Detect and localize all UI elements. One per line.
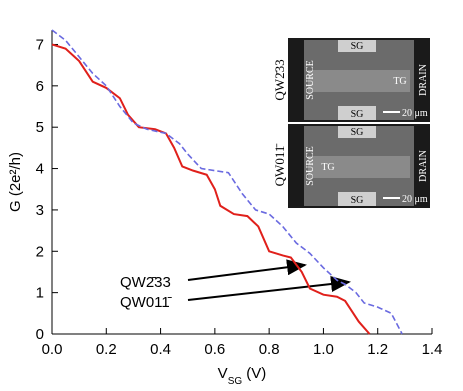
y-tick-label: 1 [36,285,44,302]
x-tick-label: 0.0 [42,341,63,358]
y-tick-label: 4 [36,161,44,178]
y-tick-label: 6 [36,78,44,95]
y-tick-label: 0 [36,326,44,343]
y-tick-label: 2 [36,243,44,260]
x-tick-label: 0.4 [150,341,171,358]
inset-label: SG [351,127,364,138]
x-axis-label: VSG (V) [218,365,267,386]
inset-label: TG [321,162,334,173]
inset-label: 20 μm [402,108,428,119]
x-tick-label: 1.2 [367,341,388,358]
series-label: QW011̄ [120,294,172,311]
gate-pad [338,106,376,120]
inset-label: TG [393,76,406,87]
gate-pad [338,126,376,138]
y-tick-label: 3 [36,202,44,219]
inset-label: DRAIN [418,150,429,182]
mesa [308,156,410,178]
x-axis-label-part: V [218,365,228,382]
series-line [51,29,403,335]
inset-label: SOURCE [305,60,316,99]
x-tick-label: 1.0 [313,341,334,358]
inset-label: 20 μm [402,194,428,205]
x-tick-label: 0.2 [96,341,117,358]
x-tick-label: 1.4 [422,341,443,358]
mesa [308,70,410,92]
arrow [187,276,351,301]
inset-label: SOURCE [305,146,316,185]
inset-tag: QW2̄33 [272,59,287,100]
inset-label: SG [351,109,364,120]
series-line [51,43,371,335]
y-tick-label: 7 [36,36,44,53]
y-axis-label: G (2e²/h) [7,152,24,212]
arrow [187,259,307,281]
x-axis-label-part: (V) [242,365,266,382]
x-axis-label-part: SG [228,376,243,387]
gate-pad [338,192,376,206]
series-label: QW2̄33 [120,274,171,291]
x-tick-label: 0.8 [259,341,280,358]
inset-tag: QW011̄ [272,144,287,187]
inset-label: SG [351,41,364,52]
inset-label: SG [351,195,364,206]
gate-pad [338,40,376,52]
y-tick-label: 5 [36,119,44,136]
x-tick-label: 0.6 [204,341,225,358]
inset-label: DRAIN [418,64,429,96]
